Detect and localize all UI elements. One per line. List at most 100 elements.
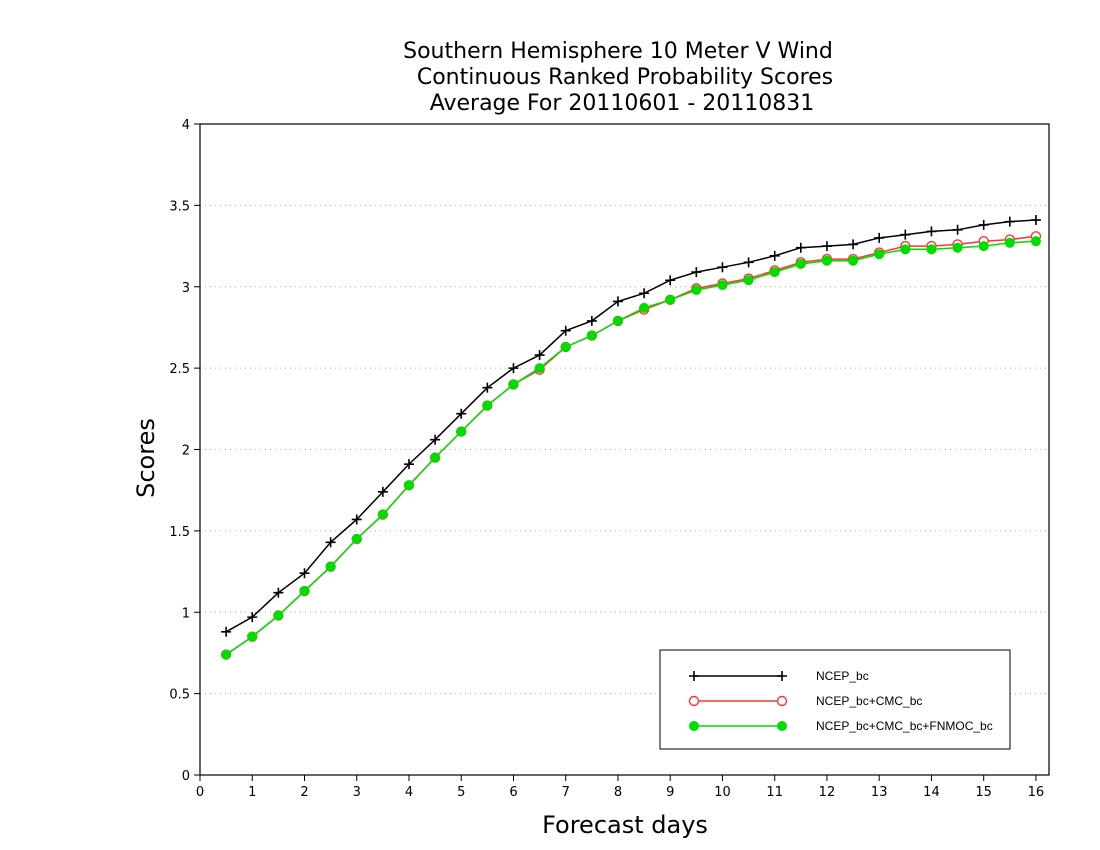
x-tick-label: 13 — [871, 785, 888, 800]
legend-box — [659, 649, 1011, 750]
data-point — [351, 514, 362, 525]
data-point — [403, 459, 414, 470]
data-point — [560, 341, 571, 352]
data-point — [508, 379, 519, 390]
y-tick-label: 2.5 — [169, 362, 190, 377]
data-point — [612, 315, 623, 326]
series-line — [225, 240, 1036, 656]
grid-lines — [200, 204, 1049, 695]
data-point — [430, 452, 441, 463]
data-point — [299, 586, 310, 597]
legend-entry: NCEP_bc+CMC_bc+FNMOC_bc — [689, 719, 993, 733]
data-point — [743, 275, 754, 286]
series-line — [225, 219, 1036, 633]
data-point — [874, 232, 885, 243]
data-point — [691, 285, 702, 296]
x-tick-label: 8 — [614, 785, 622, 800]
data-point — [952, 242, 963, 253]
data-point — [926, 226, 937, 237]
data-point — [1030, 215, 1041, 226]
legend-entry: NCEP_bc — [689, 669, 869, 683]
legend-entry: NCEP_bc+CMC_bc — [688, 694, 922, 708]
data-point — [482, 400, 493, 411]
data-point — [351, 534, 362, 545]
legend-label: NCEP_bc+CMC_bc+FNMOC_bc — [816, 719, 993, 733]
y-tick-label: 1 — [182, 606, 190, 621]
x-tick-label: 12 — [819, 785, 836, 800]
data-point — [612, 296, 623, 307]
data-point — [1004, 237, 1015, 248]
x-tick-label: 11 — [766, 785, 783, 800]
series-NCEP_bc+CMC_bc — [220, 231, 1042, 660]
data-point — [325, 537, 336, 548]
data-point — [777, 721, 787, 731]
title-line-3: Average For 20110601 - 20110831 — [430, 91, 815, 116]
data-point — [874, 249, 885, 260]
title-line-1: Southern Hemisphere 10 Meter V Wind — [403, 39, 833, 64]
data-point — [221, 649, 232, 660]
x-tick-label: 9 — [666, 785, 674, 800]
data-point — [325, 561, 336, 572]
series-NCEP_bc+CMC_bc+FNMOC_bc — [221, 236, 1041, 660]
data-point — [639, 288, 650, 299]
x-tick-label: 14 — [923, 785, 940, 800]
data-point — [273, 610, 284, 621]
x-tick-label: 2 — [300, 785, 308, 800]
data-point — [534, 350, 545, 361]
data-point — [689, 671, 699, 681]
data-point — [777, 671, 787, 681]
data-point — [795, 242, 806, 253]
data-point — [717, 280, 728, 291]
legend-label: NCEP_bc+CMC_bc — [816, 694, 922, 708]
data-point — [560, 325, 571, 336]
x-tick-label: 0 — [196, 785, 204, 800]
legend: NCEP_bc NCEP_bc+CMC_bc NCEP_bc+CMC_bc+FNMO… — [659, 649, 1011, 750]
data-point — [848, 255, 859, 266]
data-point — [795, 258, 806, 269]
x-tick-label: 3 — [353, 785, 361, 800]
data-point — [688, 695, 700, 707]
y-tick-label: 4 — [182, 118, 190, 133]
data-point — [482, 382, 493, 393]
data-point — [821, 255, 832, 266]
x-tick-label: 6 — [509, 785, 517, 800]
data-point — [978, 241, 989, 252]
series-NCEP_bc — [221, 215, 1041, 637]
data-point — [508, 363, 519, 374]
data-point — [377, 509, 388, 520]
data-point — [769, 267, 780, 278]
axis-ticks: 00.511.522.533.540 1 2 3 4 5 6 7 8 9 10 11 12 13 14 15 1… — [169, 118, 1044, 800]
data-point — [691, 267, 702, 278]
data-point — [377, 486, 388, 497]
data-point — [776, 695, 788, 707]
data-point — [247, 631, 258, 642]
y-axis-title: Scores — [132, 418, 160, 498]
data-point — [430, 434, 441, 445]
data-point — [586, 330, 597, 341]
data-point — [456, 426, 467, 437]
data-point — [273, 587, 284, 598]
data-point — [586, 315, 597, 326]
data-point — [456, 408, 467, 419]
y-tick-label: 3.5 — [169, 199, 190, 214]
y-tick-label: 2 — [182, 444, 190, 459]
data-point — [926, 244, 937, 255]
chart-title: Southern Hemisphere 10 Meter V Wind Cont… — [403, 39, 833, 116]
data-point — [299, 568, 310, 579]
data-point — [403, 480, 414, 491]
series-layer — [220, 215, 1042, 660]
x-tick-label: 4 — [405, 785, 413, 800]
legend-label: NCEP_bc — [816, 669, 869, 683]
data-point — [900, 244, 911, 255]
y-tick-label: 0 — [182, 769, 190, 784]
data-point — [743, 257, 754, 268]
series-line — [225, 235, 1036, 656]
data-point — [665, 275, 676, 286]
x-tick-label: 10 — [714, 785, 731, 800]
data-point — [1004, 216, 1015, 227]
y-tick-label: 3 — [182, 281, 190, 296]
title-line-2: Continuous Ranked Probability Scores — [417, 65, 833, 90]
data-point — [534, 363, 545, 374]
data-point — [221, 626, 232, 637]
